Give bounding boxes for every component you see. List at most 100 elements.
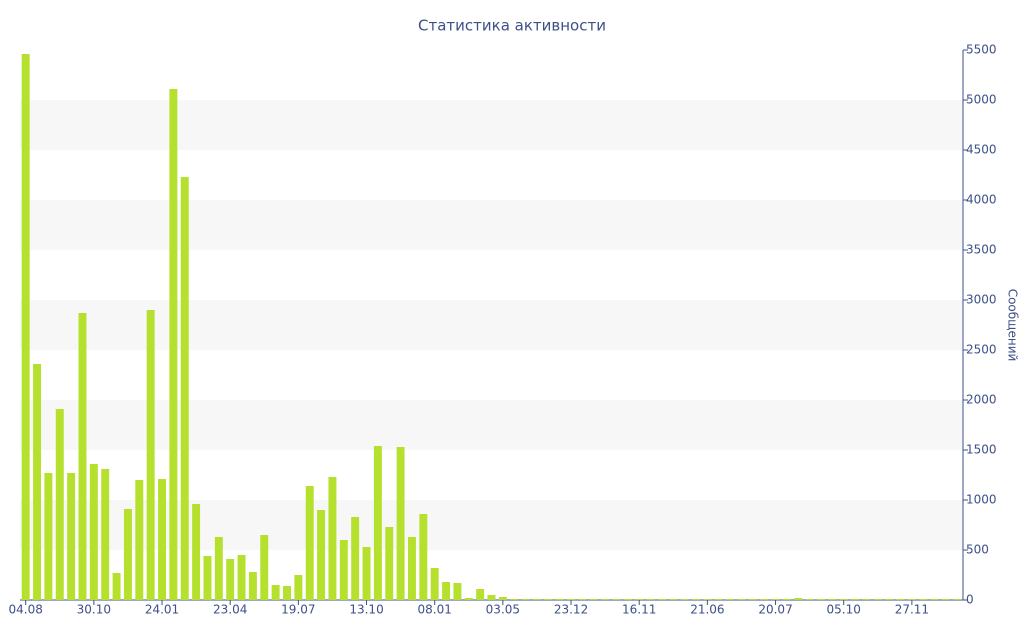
bar — [101, 469, 110, 600]
bar — [885, 599, 894, 600]
bar — [362, 547, 371, 600]
bar — [612, 599, 621, 600]
bar — [589, 599, 598, 600]
bar — [601, 599, 610, 600]
bar — [89, 464, 98, 600]
bar — [794, 598, 803, 600]
bar — [714, 599, 723, 600]
x-tick-label: 08.01 — [418, 603, 452, 617]
bar — [305, 486, 314, 600]
bar — [351, 517, 360, 600]
bar — [919, 599, 928, 600]
y-axis-label: Сообщений — [1006, 289, 1020, 362]
y-tick-label: 0 — [966, 593, 974, 607]
bar — [169, 89, 178, 600]
bar — [907, 599, 916, 600]
y-tick-label: 3500 — [966, 243, 997, 257]
x-tick-label: 23.04 — [213, 603, 247, 617]
bar — [373, 446, 382, 600]
x-tick-label: 04.08 — [9, 603, 43, 617]
grid-band — [20, 400, 963, 450]
bar — [623, 599, 632, 600]
bar — [33, 364, 42, 600]
x-tick-label: 05.10 — [827, 603, 861, 617]
bar — [737, 599, 746, 600]
y-tick-label: 5000 — [966, 93, 997, 107]
grid-band — [20, 300, 963, 350]
bar — [407, 537, 416, 600]
y-tick-label: 500 — [966, 543, 989, 557]
bar — [55, 409, 64, 600]
bar — [567, 599, 576, 600]
bar — [158, 479, 166, 600]
bar — [21, 54, 30, 600]
x-tick-label: 03.05 — [486, 603, 520, 617]
bar — [771, 599, 780, 600]
chart-title: Статистика активности — [418, 17, 606, 35]
bar — [237, 555, 246, 600]
bar — [419, 514, 428, 600]
bar — [487, 595, 496, 600]
grid-band — [20, 200, 963, 250]
x-tick-label: 13.10 — [349, 603, 383, 617]
bar — [532, 599, 541, 600]
bar — [873, 599, 882, 600]
bar — [839, 599, 848, 600]
bar — [657, 599, 666, 600]
bar — [112, 573, 121, 600]
bar — [692, 599, 700, 600]
grid-band — [20, 100, 963, 150]
bar — [214, 537, 223, 600]
x-tick-label: 21.06 — [690, 603, 724, 617]
bar — [635, 599, 644, 600]
bar — [442, 582, 451, 600]
bar — [782, 599, 791, 600]
x-tick-label: 24.01 — [145, 603, 179, 617]
bar — [930, 599, 939, 600]
y-tick-label: 2500 — [966, 343, 997, 357]
bar — [317, 510, 326, 600]
y-tick-label: 5500 — [966, 43, 997, 57]
bar — [453, 583, 462, 600]
bar — [430, 568, 439, 600]
bar — [396, 447, 405, 600]
bar — [203, 556, 212, 600]
bar — [646, 599, 655, 600]
bar — [476, 589, 485, 600]
bar — [339, 540, 348, 600]
bar — [851, 599, 860, 600]
bar — [726, 599, 735, 600]
bar — [226, 559, 235, 600]
bar — [260, 535, 269, 600]
bar — [578, 599, 587, 600]
bar — [510, 599, 519, 600]
bar — [271, 585, 280, 600]
x-tick-label: 27.11 — [895, 603, 929, 617]
y-tick-label: 4000 — [966, 193, 997, 207]
bar — [294, 575, 303, 600]
x-tick-label: 16.11 — [622, 603, 656, 617]
bar — [385, 527, 394, 600]
bar — [464, 598, 473, 600]
bar — [760, 599, 769, 600]
bar — [805, 599, 814, 600]
bar — [78, 313, 87, 600]
bar — [703, 599, 712, 600]
y-tick-label: 3000 — [966, 293, 997, 307]
x-tick-label: 19.07 — [281, 603, 315, 617]
y-tick-label: 2000 — [966, 393, 997, 407]
bar — [862, 599, 871, 600]
bar — [521, 599, 530, 600]
bar — [283, 586, 291, 600]
bar — [192, 504, 201, 600]
bar — [896, 599, 905, 600]
y-tick-label: 1000 — [966, 493, 997, 507]
bar — [44, 473, 53, 600]
bar — [123, 509, 132, 600]
bar — [498, 597, 507, 600]
bar — [669, 599, 678, 600]
bar — [941, 599, 950, 600]
y-tick-label: 4500 — [966, 143, 997, 157]
y-tick-label: 1500 — [966, 443, 997, 457]
